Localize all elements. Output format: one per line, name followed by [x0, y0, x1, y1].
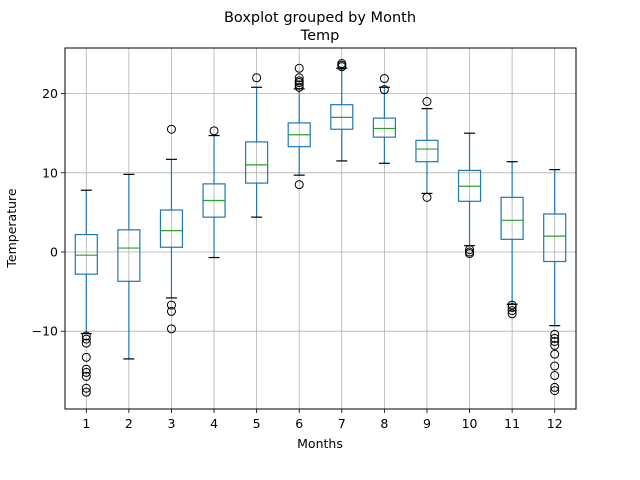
outlier-point — [81, 331, 91, 341]
outlier-point — [81, 367, 91, 377]
outlier-point — [209, 126, 219, 136]
box-12 — [543, 169, 567, 396]
outlier-point — [294, 180, 304, 190]
outlier-point — [81, 352, 91, 362]
x-tick-label: 1 — [82, 416, 90, 431]
x-tick-label: 7 — [338, 416, 346, 431]
x-tick-label: 10 — [462, 416, 478, 431]
x-tick-label: 2 — [125, 416, 133, 431]
box-3 — [159, 124, 184, 334]
y-tick-label: 10 — [42, 165, 58, 180]
outlier-point — [166, 324, 176, 334]
outlier-point — [337, 59, 347, 69]
outlier-point — [550, 361, 560, 371]
x-axis-label: Months — [297, 436, 343, 451]
outlier-point — [81, 383, 91, 393]
iqr-box — [117, 229, 141, 282]
box-4 — [202, 126, 226, 259]
box-7 — [330, 59, 354, 162]
x-tick-label: 8 — [380, 416, 388, 431]
iqr-box — [245, 141, 269, 184]
outlier-point — [81, 338, 91, 348]
x-tick-label: 6 — [295, 416, 303, 431]
outlier-point — [81, 371, 91, 381]
box-9 — [415, 97, 439, 202]
outlier-point — [379, 85, 389, 95]
outlier-point — [550, 349, 560, 359]
iqr-box — [500, 196, 524, 240]
outlier-point — [81, 364, 91, 374]
outlier-point — [507, 309, 517, 319]
y-tick-label: −10 — [32, 324, 58, 339]
outlier-point — [507, 300, 517, 310]
outlier-point — [166, 306, 176, 316]
box-6 — [287, 63, 311, 190]
outlier-point — [166, 124, 176, 134]
outlier-point — [422, 97, 432, 107]
outlier-point — [294, 76, 304, 86]
grid — [65, 48, 576, 409]
box-5 — [245, 73, 269, 218]
outlier-point — [550, 371, 560, 381]
outlier-point — [294, 80, 304, 90]
chart-title: Boxplot grouped by Month — [224, 10, 416, 26]
outlier-point — [81, 334, 91, 344]
iqr-box — [372, 117, 396, 138]
outlier-point — [294, 63, 304, 73]
outlier-point — [166, 300, 176, 310]
box-11 — [500, 161, 524, 319]
outlier-point — [294, 82, 304, 92]
outlier-point — [379, 74, 389, 84]
outlier-point — [550, 386, 560, 396]
chart-subtitle: Temp — [300, 28, 340, 44]
outlier-point — [550, 336, 560, 346]
outlier-point — [294, 73, 304, 83]
y-axis-label: Temperature — [4, 188, 19, 268]
outlier-point — [507, 302, 517, 312]
outlier-point — [81, 387, 91, 397]
x-tick-label: 3 — [167, 416, 175, 431]
boxes — [74, 59, 567, 397]
x-tick-label: 9 — [423, 416, 431, 431]
iqr-box — [74, 233, 98, 275]
x-tick-label: 4 — [210, 416, 218, 431]
outlier-point — [550, 329, 560, 339]
x-tick-label: 5 — [253, 416, 261, 431]
box-2 — [117, 173, 141, 360]
box-10 — [457, 132, 482, 259]
outlier-point — [465, 245, 475, 255]
x-tick-label: 11 — [504, 416, 520, 431]
outlier-point — [422, 192, 432, 202]
outlier-point — [507, 306, 517, 316]
y-tick-label: 20 — [42, 86, 58, 101]
outlier-point — [550, 382, 560, 392]
x-tick-label: 12 — [547, 416, 563, 431]
outlier-point — [252, 73, 262, 83]
iqr-box — [159, 209, 184, 248]
box-1 — [74, 189, 98, 397]
y-tick-label: 0 — [50, 245, 58, 260]
iqr-box — [415, 139, 439, 163]
outlier-point — [465, 249, 475, 259]
outlier-point — [550, 333, 560, 343]
iqr-box — [543, 213, 567, 263]
box-8 — [372, 74, 396, 164]
outlier-point — [550, 340, 560, 350]
plot-frame — [64, 47, 577, 410]
